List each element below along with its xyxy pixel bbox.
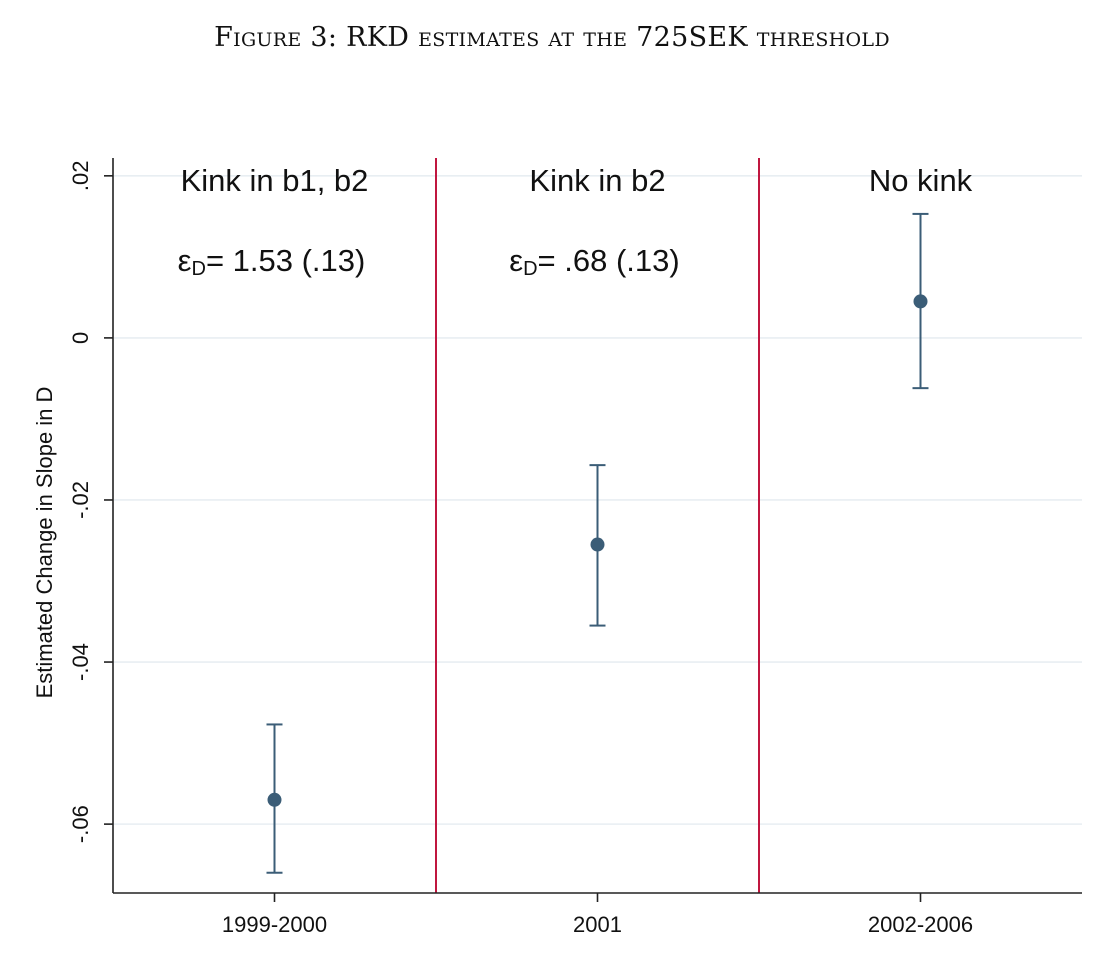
- y-tick-label: -.04: [68, 643, 93, 681]
- elasticity-value: = .68 (.13): [538, 243, 680, 278]
- point-estimates: [267, 294, 928, 807]
- panel-label: No kink: [869, 163, 973, 198]
- panel-label: Kink in b2: [529, 163, 665, 198]
- panel-separators: [435, 158, 760, 893]
- elasticity-subscript: D: [523, 258, 537, 280]
- elasticity-annotation: εD= 1.53 (.13): [178, 243, 366, 280]
- elasticity-symbol: ε: [509, 243, 523, 278]
- elasticity-annotation: εD= .68 (.13): [509, 243, 679, 280]
- point-estimate: [267, 792, 282, 807]
- y-tick-label: -.02: [68, 481, 93, 519]
- panel-label: Kink in b1, b2: [181, 163, 369, 198]
- point-estimate: [590, 537, 605, 552]
- point-estimate: [913, 294, 928, 309]
- y-tick-label: -.06: [68, 805, 93, 843]
- y-tick-label: 0: [68, 332, 93, 344]
- y-ticks: .02 0 -.02 -.04 -.06: [68, 161, 113, 843]
- elasticity-value: = 1.53 (.13): [206, 243, 365, 278]
- x-ticks: 1999-2000 2001 2002-2006: [222, 893, 973, 937]
- elasticity-symbol: ε: [178, 243, 192, 278]
- y-tick-label: .02: [68, 161, 93, 192]
- figure-title: Figure 3: RKD estimates at the 725SEK th…: [214, 22, 890, 53]
- x-tick-label: 1999-2000: [222, 912, 327, 937]
- x-tick-label: 2001: [573, 912, 622, 937]
- y-axis-title: Estimated Change in Slope in D: [32, 387, 57, 699]
- x-tick-label: 2002-2006: [868, 912, 973, 937]
- elasticity-subscript: D: [191, 258, 205, 280]
